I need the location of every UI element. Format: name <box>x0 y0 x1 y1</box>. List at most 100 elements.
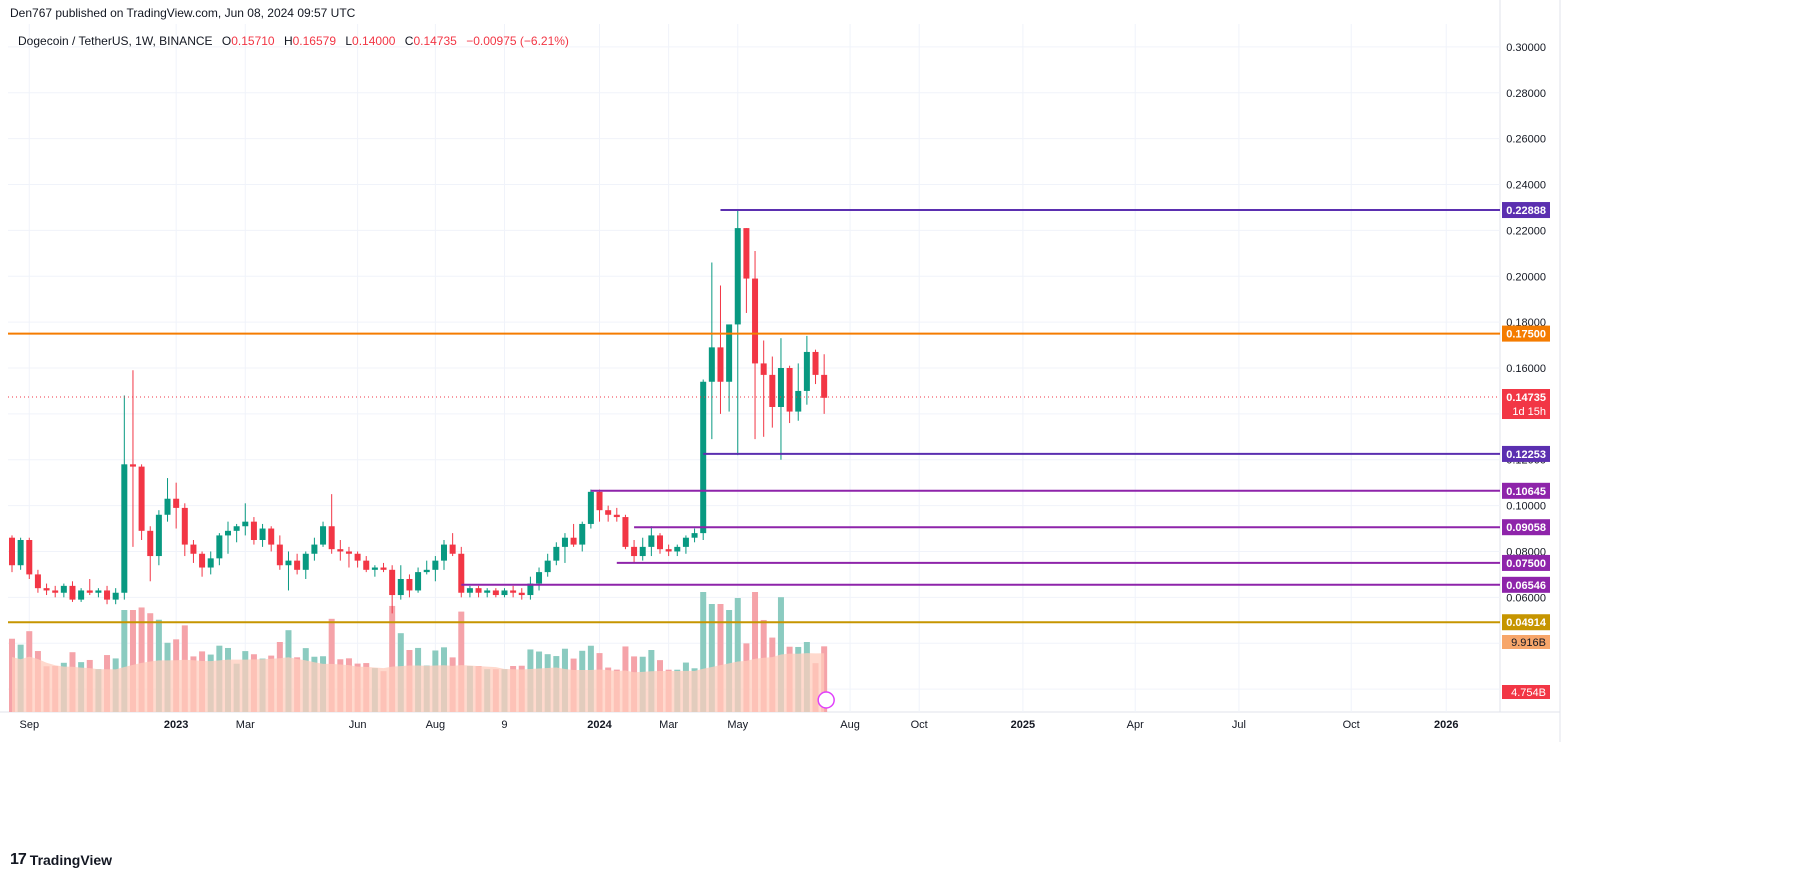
candle-body <box>60 585 67 593</box>
volume-bar <box>700 592 707 712</box>
x-tick-label: Jul <box>1232 719 1246 731</box>
candle-body <box>691 533 698 538</box>
volume-bar <box>458 611 465 712</box>
current-price-tag <box>1502 389 1550 420</box>
candle-body <box>225 530 231 536</box>
candle-body <box>786 368 793 412</box>
candle-body <box>389 569 396 596</box>
candle-body <box>631 546 638 557</box>
y-tick-label: 0.20000 <box>1506 271 1546 283</box>
x-tick-label: 2023 <box>164 719 188 731</box>
level-price-label: 0.04914 <box>1506 617 1547 629</box>
low-label: L <box>345 34 353 48</box>
level-price-label: 0.06546 <box>1506 580 1546 592</box>
volume-bar <box>129 610 136 712</box>
x-tick-label: Aug <box>426 719 446 731</box>
level-price-label: 0.09058 <box>1506 522 1546 534</box>
candle-body <box>484 590 491 593</box>
candle-body <box>121 464 128 593</box>
current-price-label: 0.14735 <box>1506 392 1546 404</box>
high-value: 0.16579 <box>292 34 337 48</box>
tradingview-branding[interactable]: 17 TradingView <box>10 851 112 869</box>
candle-body <box>207 558 214 568</box>
x-tick-label: Mar <box>236 719 255 731</box>
candle-body <box>527 583 534 596</box>
close-label: C <box>404 34 414 48</box>
x-tick-label: Jun <box>349 719 367 731</box>
high-label: H <box>283 34 293 48</box>
candle-body <box>613 514 620 518</box>
volume-ma-tag <box>1502 635 1550 649</box>
candle-body <box>441 544 447 561</box>
candle-body <box>311 544 318 554</box>
x-tick-label: Apr <box>1127 719 1144 731</box>
price-axis[interactable]: 0.30000 0.28000 0.26000 0.24000 0.22000 0.200… <box>1502 42 1550 699</box>
symbol-name[interactable]: Dogecoin / TetherUS, 1W, BINANCE <box>18 34 213 48</box>
countdown-label: 1d 15h <box>1512 406 1546 418</box>
candle-body <box>570 537 577 545</box>
x-tick-label: 9 <box>501 719 507 731</box>
candle-body <box>536 572 543 584</box>
candle-body <box>821 374 828 398</box>
candle-body <box>9 537 15 566</box>
y-tick-label: 0.16000 <box>1506 363 1546 375</box>
horizontal-levels[interactable] <box>8 209 1500 624</box>
candle-body <box>337 549 344 552</box>
candle-body <box>769 374 776 407</box>
publisher-line: Den767 published on TradingView.com, Jun… <box>10 6 356 20</box>
change-value: −0.00975 (−6.21%) <box>466 34 569 48</box>
candle-body <box>743 228 750 279</box>
candle-body <box>129 464 136 467</box>
volume-bars <box>9 592 828 712</box>
candle-body <box>112 592 119 600</box>
x-tick-label: Sep <box>19 719 39 731</box>
candle-body <box>639 546 646 557</box>
candle-body <box>52 590 59 593</box>
volume-bar <box>752 592 759 712</box>
level-price-tag <box>1502 445 1550 462</box>
level-price-label: 0.17500 <box>1506 329 1546 341</box>
candle-body <box>544 560 551 573</box>
level-price-tag <box>1502 519 1550 536</box>
candle-body <box>734 228 741 325</box>
candle-body <box>665 549 672 552</box>
candle-body <box>682 537 689 547</box>
candle-body <box>518 592 525 596</box>
candle-body <box>276 544 283 566</box>
candle-body <box>199 553 206 568</box>
symbol-legend: Dogecoin / TetherUS, 1W, BINANCE O0.1571… <box>18 34 575 48</box>
candle-body <box>449 544 456 554</box>
low-value: 0.14000 <box>352 34 396 48</box>
volume-bar <box>138 607 145 712</box>
candle-body <box>302 553 309 570</box>
candle-body <box>501 590 508 596</box>
candle-body <box>363 560 370 570</box>
level-price-label: 0.12253 <box>1506 449 1546 461</box>
candle-body <box>181 507 188 545</box>
candle-body <box>242 521 249 527</box>
level-price-tag <box>1502 576 1550 593</box>
candle-body <box>795 390 802 412</box>
candle-body <box>579 523 586 545</box>
time-axis[interactable]: Sep 2023 Mar Jun Aug 9 2024 Mar May Aug Oct 2025 Apr… <box>19 719 1458 731</box>
candle-body <box>233 526 240 531</box>
level-price-tag <box>1502 554 1550 571</box>
candle-body <box>423 569 430 573</box>
volume-bar <box>734 598 741 712</box>
y-tick-label: 0.22000 <box>1506 225 1546 237</box>
x-tick-label: 2025 <box>1011 719 1035 731</box>
candle-body <box>259 528 266 540</box>
x-tick-label: 2024 <box>587 719 612 731</box>
level-price-label: 0.22888 <box>1506 205 1546 217</box>
close-value: 0.14735 <box>413 34 457 48</box>
level-price-tag <box>1502 325 1550 342</box>
candle-body <box>432 560 439 570</box>
volume-bar <box>121 610 128 712</box>
candle-body <box>190 544 197 554</box>
level-price-tag <box>1502 202 1550 219</box>
candle-body <box>492 590 499 596</box>
tradingview-logo-icon: 17 <box>10 851 27 868</box>
candle-body <box>397 578 404 596</box>
x-tick-label: 2026 <box>1434 719 1458 731</box>
